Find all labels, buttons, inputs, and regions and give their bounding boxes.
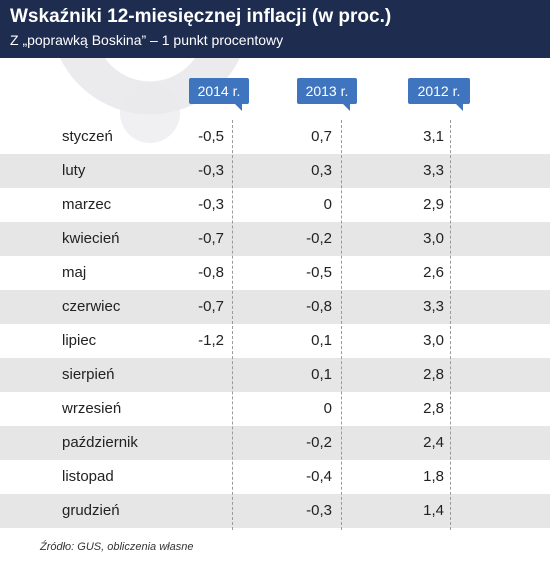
chart-header: Wskaźniki 12-miesięcznej inflacji (w pro… xyxy=(0,0,550,58)
value-2012: 3,3 xyxy=(423,298,444,315)
month-label: marzec xyxy=(62,196,112,213)
value-2014: -0,7 xyxy=(198,298,224,315)
source-note: Źródło: GUS, obliczenia własne xyxy=(40,541,194,553)
value-2012: 2,8 xyxy=(423,400,444,417)
month-label: grudzień xyxy=(62,502,120,519)
value-2012: 2,9 xyxy=(423,196,444,213)
month-label: styczeń xyxy=(62,128,113,145)
table-row: czerwiec -0,7 -0,8 3,3 xyxy=(0,290,550,324)
table-row: grudzień -0,3 1,4 xyxy=(0,494,550,528)
table-row: wrzesień 0 2,8 xyxy=(0,392,550,426)
table-row: styczeń -0,5 0,7 3,1 xyxy=(0,120,550,154)
value-2013: -0,3 xyxy=(306,502,332,519)
column-header-2013: 2013 r. xyxy=(297,78,357,111)
column-divider-2012 xyxy=(450,120,451,530)
table-row: marzec -0,3 0 2,9 xyxy=(0,188,550,222)
value-2014: -0,7 xyxy=(198,230,224,247)
value-2014 xyxy=(160,358,224,392)
value-2014: -0,8 xyxy=(198,264,224,281)
value-2012: 2,4 xyxy=(423,434,444,451)
value-2014 xyxy=(160,494,224,528)
month-label: luty xyxy=(62,162,86,179)
value-2013: -0,2 xyxy=(306,434,332,451)
value-2014 xyxy=(160,460,224,494)
value-2013: 0 xyxy=(323,196,332,213)
column-header-2014: 2014 r. xyxy=(189,78,249,111)
value-2012: 3,1 xyxy=(423,128,444,145)
month-label: październik xyxy=(62,434,138,451)
table-row: październik -0,2 2,4 xyxy=(0,426,550,460)
value-2013: 0,3 xyxy=(311,162,332,179)
value-2013: -0,8 xyxy=(306,298,332,315)
value-2012: 2,8 xyxy=(423,366,444,383)
value-2013: -0,2 xyxy=(306,230,332,247)
value-2014: -0,3 xyxy=(198,196,224,213)
column-header-2012: 2012 r. xyxy=(408,78,470,111)
month-label: kwiecień xyxy=(62,230,120,247)
value-2014: -0,5 xyxy=(198,128,224,145)
value-2014 xyxy=(160,426,224,460)
value-2013: 0 xyxy=(323,400,332,417)
value-2013: 0,7 xyxy=(311,128,332,145)
table-row: sierpień 0,1 2,8 xyxy=(0,358,550,392)
month-label: listopad xyxy=(62,468,114,485)
value-2013: 0,1 xyxy=(311,366,332,383)
value-2012: 1,8 xyxy=(423,468,444,485)
month-label: sierpień xyxy=(62,366,115,383)
table-row: listopad -0,4 1,8 xyxy=(0,460,550,494)
table-row: maj -0,8 -0,5 2,6 xyxy=(0,256,550,290)
chart-subtitle: Z „poprawką Boskina” – 1 punkt procentow… xyxy=(10,32,284,48)
month-label: wrzesień xyxy=(62,400,122,417)
table-row: lipiec -1,2 0,1 3,0 xyxy=(0,324,550,358)
table-row: kwiecień -0,7 -0,2 3,0 xyxy=(0,222,550,256)
value-2012: 3,0 xyxy=(423,230,444,247)
value-2012: 2,6 xyxy=(423,264,444,281)
month-label: lipiec xyxy=(62,332,97,349)
value-2012: 3,3 xyxy=(423,162,444,179)
column-divider-2013 xyxy=(341,120,342,530)
month-label: czerwiec xyxy=(62,298,121,315)
value-2013: -0,5 xyxy=(306,264,332,281)
month-label: maj xyxy=(62,264,87,281)
value-2013: -0,4 xyxy=(306,468,332,485)
value-2012: 1,4 xyxy=(423,502,444,519)
value-2014: -1,2 xyxy=(198,332,224,349)
value-2012: 3,0 xyxy=(423,332,444,349)
chart-title: Wskaźniki 12-miesięcznej inflacji (w pro… xyxy=(10,6,392,27)
table-row: luty -0,3 0,3 3,3 xyxy=(0,154,550,188)
value-2014 xyxy=(160,392,224,426)
column-divider-2014 xyxy=(232,120,233,530)
value-2013: 0,1 xyxy=(311,332,332,349)
value-2014: -0,3 xyxy=(198,162,224,179)
